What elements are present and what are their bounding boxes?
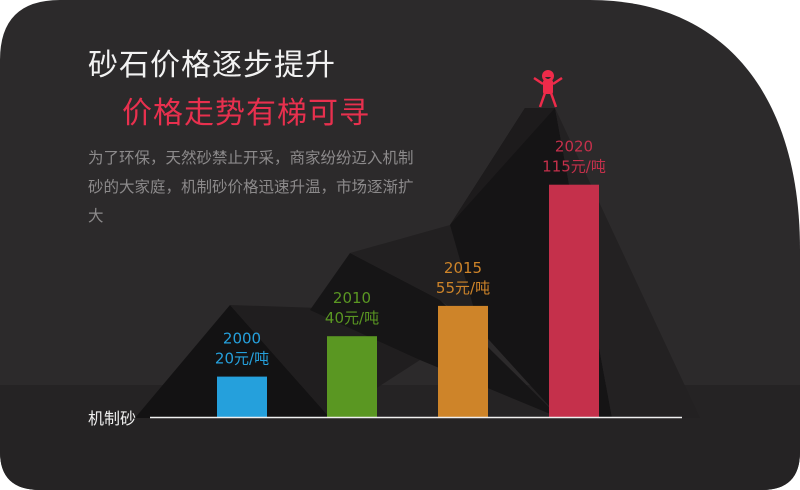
bar-year-label: 2020 bbox=[555, 138, 593, 156]
cheering-figure-icon bbox=[533, 70, 563, 108]
bar-year-label: 2015 bbox=[444, 259, 482, 277]
mountain-facet bbox=[135, 305, 330, 418]
mountain-facet bbox=[350, 225, 480, 330]
bar-2000 bbox=[217, 376, 267, 417]
mountain-facet bbox=[450, 108, 555, 225]
page-subtitle: 价格走势有梯可寻 bbox=[122, 96, 370, 131]
bar-2020 bbox=[549, 184, 599, 417]
description-text: 为了环保，天然砂禁止开采，商家纷纷迈入机制砂的大家庭，机制砂价格迅速升温，市场逐… bbox=[88, 149, 414, 225]
mountain-facet bbox=[310, 253, 560, 418]
bar-2015 bbox=[438, 305, 488, 417]
bar-value-label: 115元/吨 bbox=[542, 158, 606, 176]
bar-year-label: 2000 bbox=[223, 330, 261, 348]
x-axis-label: 机制砂 bbox=[88, 409, 137, 428]
page-title: 砂石价格逐步提升 bbox=[88, 48, 336, 83]
bar-value-label: 20元/吨 bbox=[215, 350, 269, 368]
bar-2010 bbox=[327, 336, 377, 417]
bar-value-label: 55元/吨 bbox=[436, 279, 490, 297]
bar-value-label: 40元/吨 bbox=[325, 309, 379, 327]
bar-year-label: 2010 bbox=[333, 289, 371, 307]
